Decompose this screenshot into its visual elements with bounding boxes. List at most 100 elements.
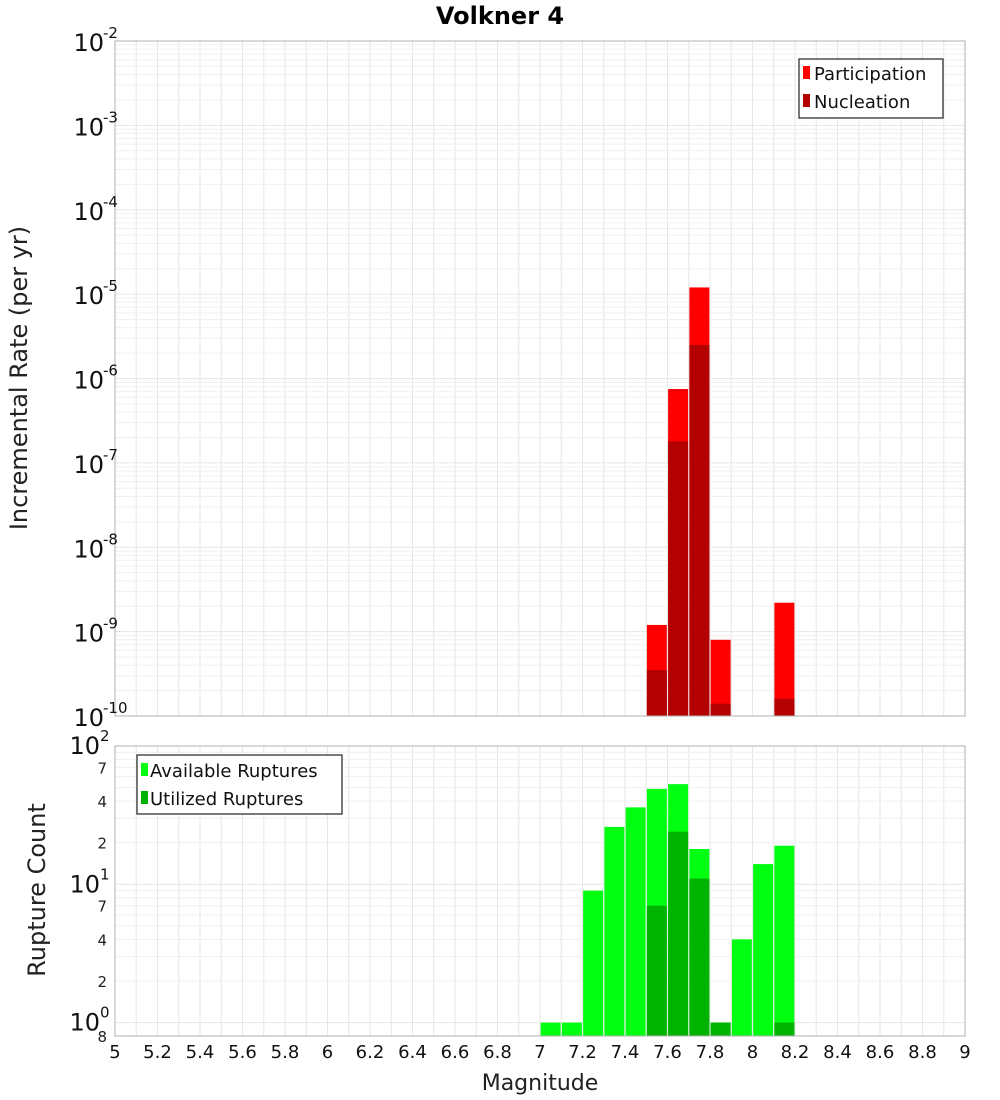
legend-label-participation: Participation: [814, 64, 926, 85]
available-ruptures-bar: [561, 1022, 582, 1036]
top-y-tick-exponent: -3: [103, 108, 118, 126]
bottom-y-tick-label: 10 0: [69, 1004, 109, 1037]
available-ruptures-bar: [583, 890, 604, 1036]
top-y-tick-label: 10 -5: [73, 277, 118, 310]
legend-label-utilized-ruptures: Utilized Ruptures: [150, 789, 303, 810]
top-plot-bars: [646, 287, 795, 716]
participation-bar: [774, 602, 795, 716]
x-tick-label: 8.8: [908, 1042, 937, 1063]
bottom-y-minor-tick-label: 2: [97, 835, 107, 853]
top-legend-box: [798, 58, 944, 119]
top-y-tick-exponent: -8: [103, 530, 118, 548]
top-y-tick-label: 10 -3: [73, 108, 118, 141]
bottom-y-minor-tick-label: 4: [97, 793, 107, 811]
utilized-ruptures-bar: [668, 831, 689, 1036]
available-ruptures-bar: [540, 1022, 561, 1036]
x-tick-label: 6.2: [356, 1042, 385, 1063]
x-tick-label: 8.4: [823, 1042, 852, 1063]
utilized-ruptures-bar: [689, 878, 710, 1036]
bottom-legend-box: [136, 754, 343, 815]
available-ruptures-bar: [774, 845, 795, 1036]
bottom-y-tick-exponent: 0: [100, 1004, 110, 1022]
nucleation-bar: [710, 703, 731, 716]
bottom-y-minor-tick-label: 8: [97, 1028, 107, 1046]
top-y-tick-label: 10 -7: [73, 446, 118, 479]
nucleation-bar: [646, 670, 667, 716]
top-y-tick-label: 10 -8: [73, 530, 118, 563]
bottom-y-tick-exponent: 2: [100, 727, 110, 745]
top-y-axis-ticks: 10-210-310-410-510-610-710-810-910-10: [73, 24, 127, 732]
top-y-tick-exponent: -6: [103, 362, 118, 380]
x-tick-label: 7.2: [568, 1042, 597, 1063]
top-y-tick-label: 10 -2: [73, 24, 118, 57]
bottom-y-minor-tick-label: 7: [97, 759, 107, 777]
top-y-tick-exponent: -10: [103, 699, 128, 717]
bottom-y-tick-label: 10 2: [69, 727, 109, 760]
bottom-legend: Available Ruptures Utilized Ruptures: [136, 754, 343, 815]
top-y-tick-label: 10 -9: [73, 615, 118, 648]
legend-swatch-available-ruptures: [141, 763, 148, 776]
bottom-plot-frame: [114, 745, 966, 1037]
bottom-y-tick-exponent: 1: [100, 865, 110, 883]
x-tick-label: 7.8: [696, 1042, 725, 1063]
top-y-tick-exponent: -7: [103, 446, 118, 464]
legend-label-available-ruptures: Available Ruptures: [150, 761, 318, 782]
x-tick-label: 8.6: [866, 1042, 895, 1063]
bottom-y-minor-tick-label: 2: [97, 973, 107, 991]
top-y-tick-label: 10 -6: [73, 362, 118, 395]
x-tick-label: 8.2: [781, 1042, 810, 1063]
top-y-tick-base: 10: [73, 620, 104, 648]
available-ruptures-bar: [604, 826, 625, 1036]
x-axis-ticks: 5 5.2 5.4 5.6 5.8 6 6.2 6.4 6.6 6.8 7 7.2 7.4 7.6 7.8 8…: [109, 1042, 970, 1063]
available-ruptures-bar: [753, 864, 774, 1036]
bottom-plot-bars: [540, 784, 795, 1036]
top-plot-grid: [114, 41, 966, 717]
available-ruptures-bar: [625, 807, 646, 1036]
nucleation-bar: [668, 441, 689, 716]
x-tick-label: 9: [959, 1042, 970, 1063]
utilized-ruptures-bar: [646, 905, 667, 1036]
top-y-tick-base: 10: [73, 535, 104, 563]
legend-swatch-utilized-ruptures: [141, 791, 148, 804]
top-y-tick-exponent: -5: [103, 277, 118, 295]
legend-swatch-nucleation: [803, 94, 810, 107]
x-tick-label: 8: [747, 1042, 758, 1063]
x-tick-label: 6.8: [483, 1042, 512, 1063]
available-ruptures-bar: [731, 939, 752, 1036]
top-y-tick-exponent: -9: [103, 615, 118, 633]
chart-title: Volkner 4: [436, 2, 564, 30]
x-tick-label: 7.6: [653, 1042, 682, 1063]
x-tick-label: 5.6: [228, 1042, 257, 1063]
top-y-tick-label: 10 -10: [73, 699, 127, 732]
utilized-ruptures-bar: [774, 1022, 795, 1036]
top-y-tick-base: 10: [73, 282, 104, 310]
x-tick-label: 6: [322, 1042, 333, 1063]
top-y-tick-base: 10: [73, 704, 104, 732]
x-tick-label: 6.4: [398, 1042, 427, 1063]
top-y-tick-base: 10: [73, 451, 104, 479]
top-y-axis-label: Incremental Rate (per yr): [5, 226, 33, 530]
bottom-y-tick-base: 10: [69, 732, 100, 760]
x-tick-label: 5.2: [143, 1042, 172, 1063]
top-y-tick-base: 10: [73, 113, 104, 141]
legend-swatch-participation: [803, 66, 810, 79]
nucleation-bar: [689, 344, 710, 716]
top-legend: Participation Nucleation: [798, 58, 944, 119]
x-tick-label: 6.6: [441, 1042, 470, 1063]
x-tick-label: 5.4: [186, 1042, 215, 1063]
bottom-y-tick-base: 10: [69, 870, 100, 898]
x-tick-label: 7.4: [611, 1042, 640, 1063]
x-tick-label: 5: [109, 1042, 120, 1063]
top-y-tick-base: 10: [73, 367, 104, 395]
bottom-y-tick-base: 10: [69, 1009, 100, 1037]
top-y-tick-exponent: -2: [103, 24, 118, 42]
x-tick-label: 7: [534, 1042, 545, 1063]
nucleation-bar: [774, 698, 795, 716]
bottom-y-axis-label: Rupture Count: [23, 803, 51, 977]
participation-bar: [710, 639, 731, 716]
top-y-tick-exponent: -4: [103, 193, 118, 211]
utilized-ruptures-bar: [710, 1022, 731, 1036]
legend-label-nucleation: Nucleation: [814, 92, 910, 113]
